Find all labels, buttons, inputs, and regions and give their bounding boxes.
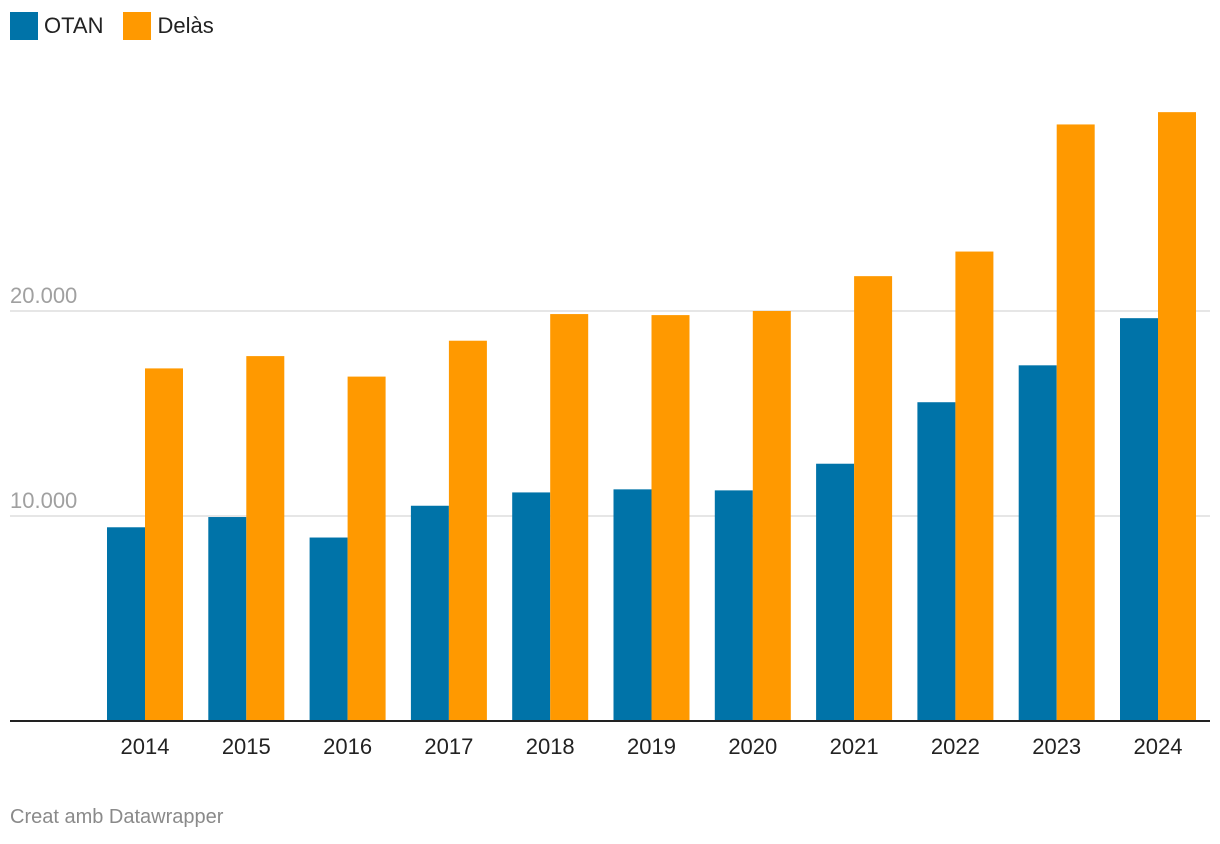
legend-item-otan: OTAN (10, 12, 103, 40)
legend-label-delas: Delàs (157, 13, 214, 38)
chart-legend: OTAN Delàs (10, 12, 214, 40)
bar-otan-2020 (714, 490, 753, 721)
y-tick-label: 20.000 (10, 283, 77, 308)
x-tick-label: 2024 (1134, 734, 1183, 759)
bar-dels-2022 (955, 251, 994, 722)
bar-dels-2014 (145, 368, 183, 721)
legend-label-otan: OTAN (44, 13, 104, 38)
bar-dels-2023 (1056, 124, 1095, 721)
legend-swatch-otan (10, 12, 38, 40)
bar-chart: 10.000 20.000 2014 2015 2016 2017 2018 2019 2020… (10, 112, 1210, 759)
bar-dels-2019 (651, 315, 690, 721)
x-tick-label: 2021 (830, 734, 879, 759)
x-tick-label: 2019 (627, 734, 676, 759)
bar-dels-2020 (752, 311, 791, 721)
bar-otan-2024 (1120, 318, 1158, 721)
x-tick-label: 2018 (526, 734, 575, 759)
bar-dels-2017 (448, 340, 487, 721)
x-tick-label: 2022 (931, 734, 980, 759)
y-tick-label: 10.000 (10, 488, 77, 513)
x-tick-label: 2014 (121, 734, 170, 759)
x-tick-label: 2023 (1032, 734, 1081, 759)
bar-otan-2019 (613, 489, 652, 721)
bar-dels-2015 (246, 356, 285, 721)
footer-credit: Creat amb Datawrapper (10, 806, 224, 828)
bar-dels-2024 (1158, 112, 1196, 721)
bar-otan-2016 (309, 537, 348, 721)
bar-otan-2018 (512, 492, 551, 721)
x-tick-label: 2017 (424, 734, 473, 759)
legend-item-delas: Delàs (123, 12, 214, 40)
bar-otan-2021 (816, 463, 855, 721)
bar-dels-2016 (347, 376, 386, 721)
bar-otan-2015 (208, 517, 247, 721)
bar-otan-2017 (410, 505, 449, 721)
legend-swatch-delas (123, 12, 152, 40)
bar-otan-2023 (1018, 365, 1057, 721)
x-tick-label: 2020 (728, 734, 777, 759)
bar-dels-2021 (854, 276, 893, 721)
bar-otan-2022 (917, 402, 956, 721)
bar-otan-2014 (107, 527, 145, 721)
bar-dels-2018 (550, 314, 589, 721)
x-tick-label: 2015 (222, 734, 271, 759)
x-tick-label: 2016 (323, 734, 372, 759)
